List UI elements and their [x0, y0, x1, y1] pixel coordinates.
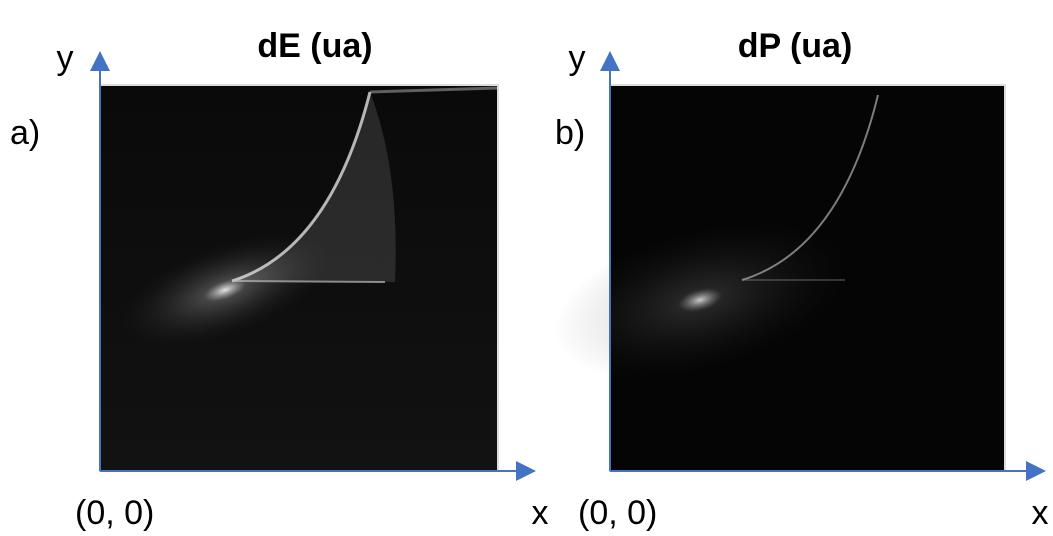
wake — [232, 92, 396, 282]
origin-label: (0, 0) — [75, 494, 154, 532]
panel-label: a) — [10, 114, 40, 152]
panel-a: dE (ua) y a) (0, 0) x — [10, 27, 549, 532]
panel-title: dP (ua) — [738, 27, 853, 65]
panel-label: b) — [555, 114, 585, 152]
front — [369, 86, 498, 94]
panel-b: dP (ua) y b) (0, 0) x — [553, 27, 1049, 532]
y-axis-label: y — [57, 39, 74, 77]
glow — [120, 233, 330, 347]
front — [231, 91, 372, 283]
glow — [553, 222, 847, 378]
x-axis-label: x — [1032, 494, 1049, 532]
y-axis-label: y — [569, 39, 586, 77]
front — [231, 280, 386, 283]
panel-title: dE (ua) — [257, 27, 372, 65]
front — [741, 94, 879, 281]
origin-label: (0, 0) — [578, 494, 657, 532]
x-axis-label: x — [532, 494, 549, 532]
